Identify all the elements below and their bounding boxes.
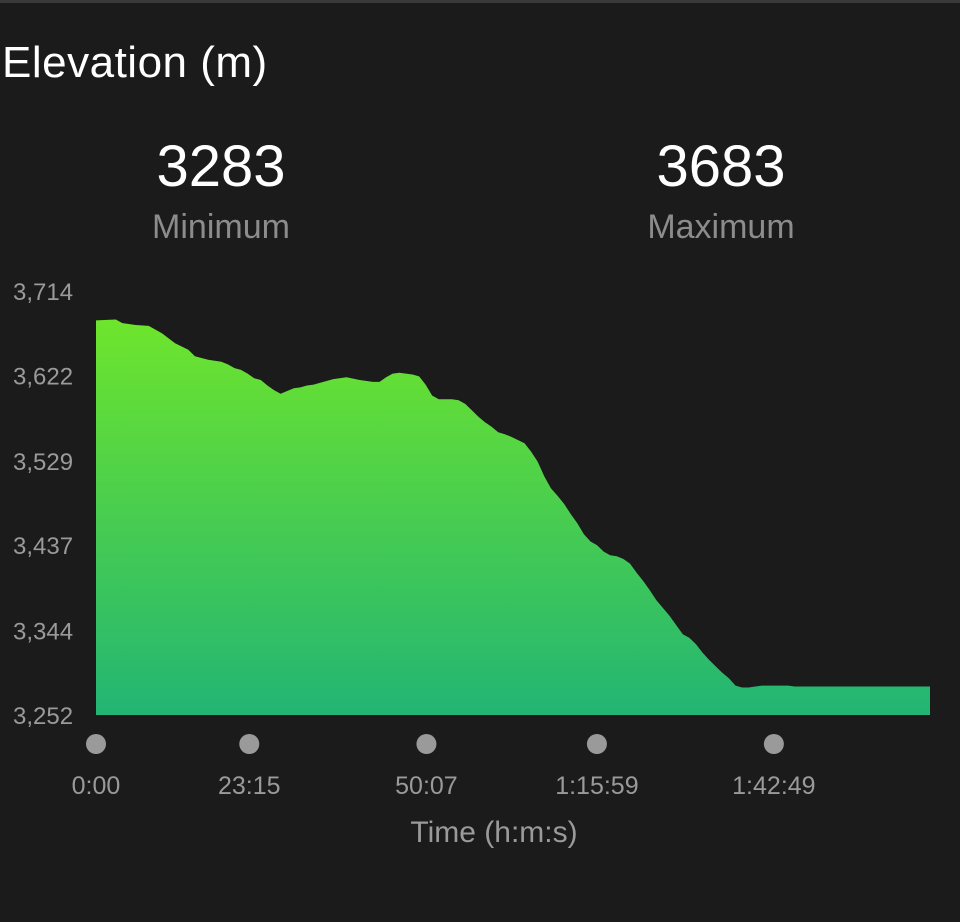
x-axis-label: Time (h:m:s) — [410, 816, 577, 849]
x-tick-label: 23:15 — [218, 772, 281, 800]
x-axis: 0:00 23:15 50:07 1:15:59 1:42:49 — [72, 734, 816, 800]
minimum-label: Minimum — [152, 208, 290, 246]
x-tick-label: 0:00 — [72, 772, 121, 800]
y-tick-label: 3,529 — [13, 449, 73, 476]
y-tick-label: 3,344 — [13, 619, 73, 646]
top-divider — [0, 0, 960, 3]
maximum-label: Maximum — [647, 208, 795, 246]
x-tick-marker — [763, 734, 784, 754]
page-title: Elevation (m) — [2, 38, 268, 87]
minimum-value: 3283 — [156, 134, 286, 199]
maximum-stat: 3683 Maximum — [571, 136, 871, 247]
x-tick-marker — [239, 734, 260, 754]
elevation-area — [96, 319, 930, 715]
x-tick-label: 1:42:49 — [732, 772, 815, 800]
y-tick-label: 3,622 — [13, 363, 73, 390]
minimum-stat: 3283 Minimum — [71, 136, 371, 247]
y-tick-label: 3,714 — [13, 279, 73, 306]
x-tick-marker — [416, 734, 437, 754]
y-tick-label: 3,437 — [13, 533, 73, 560]
x-tick-label: 50:07 — [395, 772, 458, 800]
x-tick-marker — [586, 734, 607, 754]
maximum-value: 3683 — [656, 134, 786, 199]
y-tick-label: 3,252 — [13, 703, 73, 730]
x-tick-label: 1:15:59 — [555, 772, 638, 800]
x-tick-marker — [86, 734, 106, 754]
y-axis: 3,714 3,622 3,529 3,437 3,344 3,252 — [13, 279, 73, 730]
